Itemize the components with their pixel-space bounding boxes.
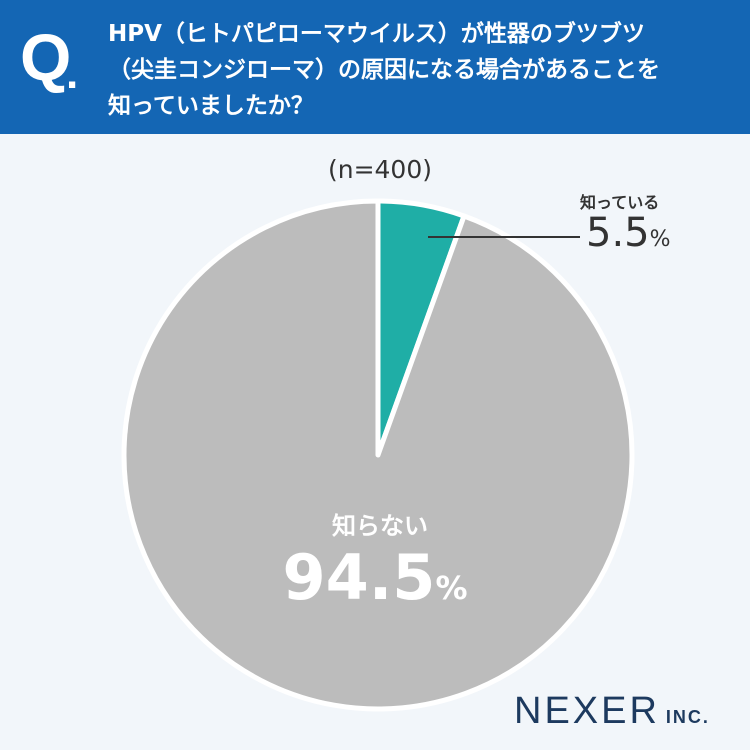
question-line: 知っていましたか？: [108, 93, 314, 119]
slice-value-dont-know-unit: %: [435, 569, 468, 607]
question-header: Q . HPV（ヒトパピローマウイルス）が性器のブツブツ （尖圭コンジローマ）の…: [0, 0, 750, 134]
question-line: HPV（ヒトパピローマウイルス）が性器のブツブツ: [108, 21, 645, 47]
slice-value-dont-know-number: 94.5: [282, 541, 436, 614]
pie-slice-dont-know: [121, 198, 635, 712]
slice-value-know-number: 5.5: [586, 210, 650, 256]
q-mark: Q: [20, 20, 72, 94]
sample-size: (n=400): [327, 155, 433, 184]
slice-value-know-unit: %: [649, 227, 671, 252]
slice-label-dont-know: 知らない: [332, 512, 428, 540]
q-dot: .: [66, 49, 79, 98]
slice-value-know: 5.5%: [586, 208, 671, 265]
slice-value-dont-know: 94.5%: [240, 538, 510, 628]
company-logo: NEXER INC.: [514, 690, 710, 733]
logo-main: NEXER: [514, 690, 660, 732]
question-text: HPV（ヒトパピローマウイルス）が性器のブツブツ （尖圭コンジローマ）の原因にな…: [108, 16, 738, 124]
logo-sub: INC.: [665, 707, 710, 727]
slice-label-know: 知っている: [580, 193, 660, 212]
question-line: （尖圭コンジローマ）の原因になる場合があることを: [108, 57, 660, 83]
